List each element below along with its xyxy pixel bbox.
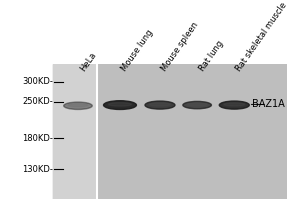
Bar (53, 64, 97, 199)
Ellipse shape (149, 103, 170, 106)
Text: 250KD-: 250KD- (22, 97, 53, 106)
Ellipse shape (145, 101, 175, 109)
Text: BAZ1A: BAZ1A (251, 99, 284, 109)
Text: 300KD-: 300KD- (22, 77, 53, 86)
Bar (97, 64, 287, 199)
Text: Mouse lung: Mouse lung (120, 28, 155, 73)
Ellipse shape (219, 101, 249, 109)
Text: Mouse spleen: Mouse spleen (160, 21, 201, 73)
Ellipse shape (183, 101, 211, 109)
Ellipse shape (187, 103, 207, 106)
Text: 130KD-: 130KD- (22, 165, 53, 174)
Text: Rat lung: Rat lung (197, 39, 225, 73)
Ellipse shape (68, 104, 88, 107)
Text: 180KD-: 180KD- (22, 134, 53, 143)
Ellipse shape (103, 101, 136, 109)
Bar (53, 64, 287, 199)
Text: HeLa: HeLa (78, 51, 98, 73)
Text: Rat skeletal muscle: Rat skeletal muscle (234, 1, 289, 73)
Ellipse shape (109, 103, 131, 106)
Ellipse shape (224, 103, 245, 106)
Ellipse shape (64, 102, 92, 109)
